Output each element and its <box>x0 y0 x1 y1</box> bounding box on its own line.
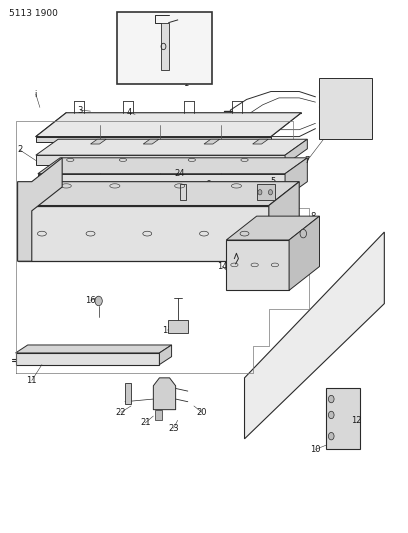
Polygon shape <box>326 389 360 449</box>
Text: 12: 12 <box>351 416 361 425</box>
Text: 1: 1 <box>29 206 34 215</box>
Text: 9: 9 <box>260 190 265 199</box>
Text: 5: 5 <box>270 177 275 186</box>
Circle shape <box>268 190 273 195</box>
Text: 20: 20 <box>197 408 207 417</box>
Text: 11: 11 <box>188 53 199 62</box>
Polygon shape <box>285 139 307 165</box>
Text: 6: 6 <box>205 180 211 189</box>
Text: 24: 24 <box>175 169 185 178</box>
Circle shape <box>328 432 334 440</box>
Circle shape <box>95 296 102 306</box>
Polygon shape <box>244 232 384 439</box>
Text: 3: 3 <box>78 106 83 115</box>
Text: 18: 18 <box>182 238 193 247</box>
Polygon shape <box>289 216 319 290</box>
Text: 15: 15 <box>158 238 169 247</box>
Text: 1: 1 <box>183 79 188 88</box>
Polygon shape <box>36 113 301 136</box>
Polygon shape <box>257 184 275 200</box>
Polygon shape <box>36 136 271 142</box>
Polygon shape <box>226 216 319 240</box>
Text: 13: 13 <box>162 326 173 335</box>
Text: 8: 8 <box>311 212 316 221</box>
Circle shape <box>328 395 334 403</box>
Polygon shape <box>160 345 172 365</box>
Text: 23: 23 <box>168 424 179 433</box>
Text: 4: 4 <box>126 108 132 117</box>
Polygon shape <box>253 139 268 144</box>
Polygon shape <box>285 158 307 198</box>
Polygon shape <box>18 182 299 206</box>
Text: 16: 16 <box>85 296 96 305</box>
Polygon shape <box>161 22 169 70</box>
Polygon shape <box>91 139 106 144</box>
Text: 19: 19 <box>270 270 280 279</box>
Text: 14: 14 <box>217 262 228 271</box>
Polygon shape <box>16 345 172 353</box>
Text: 17: 17 <box>132 228 142 237</box>
Text: 15: 15 <box>136 53 146 62</box>
Text: 11: 11 <box>27 376 37 385</box>
Text: 7: 7 <box>305 156 310 165</box>
Circle shape <box>328 411 334 419</box>
Polygon shape <box>16 353 160 365</box>
Text: 22: 22 <box>116 408 126 417</box>
Polygon shape <box>38 174 285 198</box>
Polygon shape <box>36 139 307 155</box>
Text: 5113 1900: 5113 1900 <box>9 10 58 18</box>
Text: 25: 25 <box>225 252 235 261</box>
Polygon shape <box>153 378 175 410</box>
Polygon shape <box>155 410 162 420</box>
Circle shape <box>258 190 262 195</box>
Text: 2: 2 <box>17 146 22 155</box>
Text: 10: 10 <box>310 445 321 454</box>
Polygon shape <box>125 383 131 405</box>
Polygon shape <box>18 206 269 261</box>
Text: 21: 21 <box>140 418 151 427</box>
Polygon shape <box>269 182 299 261</box>
Polygon shape <box>18 158 62 261</box>
Polygon shape <box>226 240 289 290</box>
Polygon shape <box>319 78 372 139</box>
Polygon shape <box>38 158 307 174</box>
Text: i: i <box>35 90 37 99</box>
Circle shape <box>300 229 306 238</box>
Polygon shape <box>143 139 159 144</box>
Polygon shape <box>168 319 188 333</box>
FancyBboxPatch shape <box>117 12 212 84</box>
Polygon shape <box>36 155 285 165</box>
Polygon shape <box>204 139 220 144</box>
